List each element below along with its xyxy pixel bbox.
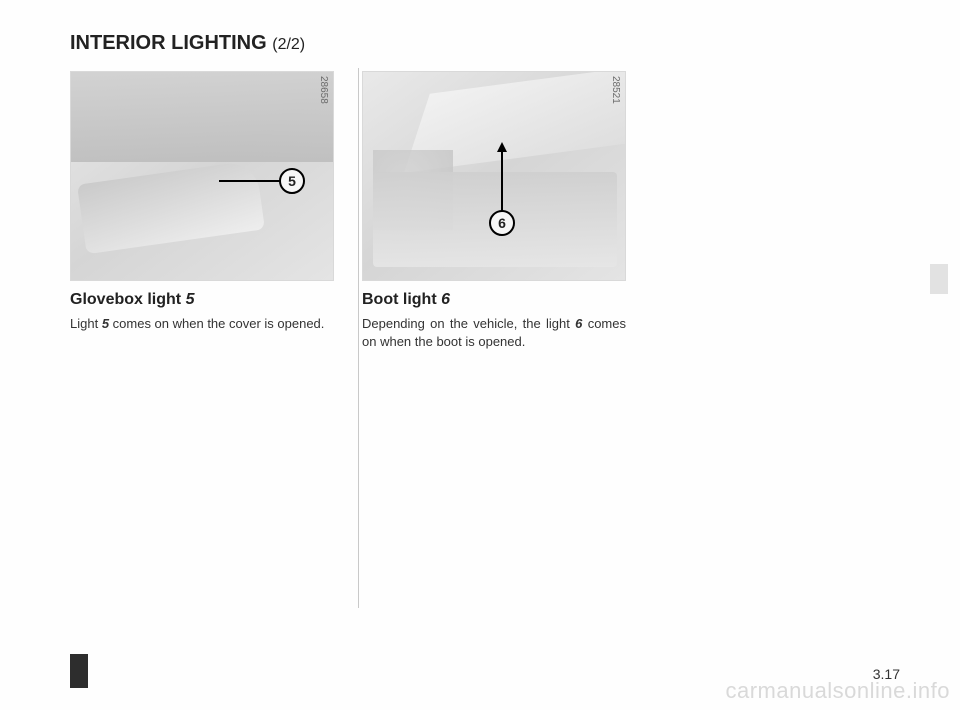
glovebox-dash-shape: [71, 72, 334, 162]
figure-code-boot: 28521: [610, 76, 621, 104]
title-main: INTERIOR LIGHTING: [70, 32, 267, 54]
body-glovebox-ref: 5: [102, 316, 109, 331]
column-glovebox: 28658 5 Glovebox light 5 Light 5 comes o…: [70, 71, 334, 350]
figure-boot: 28521 6: [362, 71, 626, 281]
body-glovebox: Light 5 comes on when the cover is opene…: [70, 315, 334, 333]
watermark: carmanualsonline.info: [725, 678, 950, 704]
body-glovebox-post: comes on when the cover is opened.: [109, 316, 324, 331]
page-title: INTERIOR LIGHTING (2/2): [70, 32, 900, 55]
callout-bubble-6: 6: [489, 210, 515, 236]
callout-line-6: [501, 152, 503, 212]
heading-boot: Boot light 6: [362, 291, 626, 309]
heading-boot-text: Boot light: [362, 291, 437, 308]
page-container: INTERIOR LIGHTING (2/2) 28658 5 Glovebox…: [0, 0, 960, 710]
vertical-separator: [358, 68, 359, 608]
thumb-index-mark: [70, 654, 88, 688]
figure-glovebox: 28658 5: [70, 71, 334, 281]
body-glovebox-pre: Light: [70, 316, 102, 331]
body-boot: Depending on the vehicle, the light 6 co…: [362, 315, 626, 350]
heading-glovebox: Glovebox light 5: [70, 291, 334, 309]
heading-boot-ref: 6: [441, 291, 450, 308]
callout-bubble-5: 5: [279, 168, 305, 194]
callout-number-5: 5: [288, 173, 296, 189]
callout-number-6: 6: [498, 215, 506, 231]
side-tab: [930, 264, 948, 294]
figure-code-glovebox: 28658: [318, 76, 329, 104]
glovebox-lid-shape: [77, 160, 265, 254]
callout-line-5: [219, 180, 281, 182]
heading-glovebox-ref: 5: [186, 291, 195, 308]
title-sub: (2/2): [272, 36, 305, 53]
body-boot-pre: Depending on the vehicle, the light: [362, 316, 575, 331]
column-boot: 28521 6 Boot light 6 Depending on the ve…: [362, 71, 626, 350]
callout-arrowhead-6: [497, 142, 507, 152]
heading-glovebox-text: Glovebox light: [70, 291, 181, 308]
columns: 28658 5 Glovebox light 5 Light 5 comes o…: [70, 71, 900, 350]
